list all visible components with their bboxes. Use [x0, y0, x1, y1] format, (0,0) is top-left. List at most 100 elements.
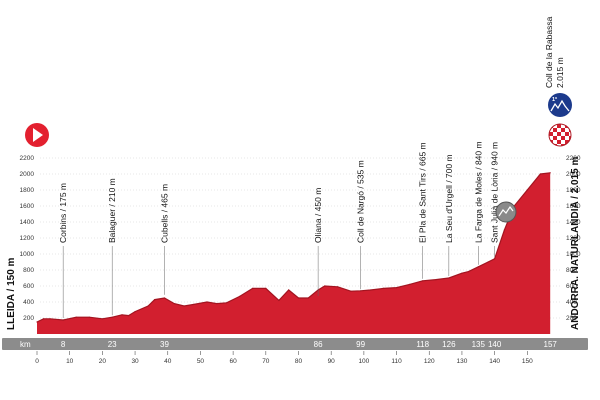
km-tick-label: 120 — [424, 358, 435, 365]
waypoint-km: 39 — [160, 340, 169, 349]
elevation-point — [163, 297, 166, 299]
waypoint-label: Corbins / 175 m — [58, 183, 68, 243]
elevation-point — [216, 303, 218, 305]
elevation-point — [382, 287, 385, 289]
altitude-tick-right: 1400 — [566, 219, 581, 226]
waypoint-label: La Farga de Moles / 840 m — [473, 141, 483, 243]
altitude-tick-right: 1600 — [566, 203, 581, 210]
km-tick-label: 70 — [262, 358, 270, 365]
altitude-tick-left: 200 — [23, 315, 34, 322]
finish-location-label: ANDORRA. NATURLANDIA / 2.015 m — [570, 157, 581, 330]
elevation-point — [111, 316, 113, 318]
elevation-point — [297, 297, 300, 299]
elevation-point — [396, 287, 398, 289]
elevation-area — [37, 172, 551, 334]
elevation-point — [477, 266, 479, 268]
elevation-point — [350, 290, 352, 292]
elevation-point — [62, 319, 64, 321]
checkered-flag-icon — [548, 123, 572, 147]
elevation-point — [494, 258, 496, 260]
waypoint-km-marks: 8 23 39 86 99 118 126 135 140 157 — [61, 340, 557, 349]
elevation-point — [206, 301, 208, 303]
km-tick-label: 100 — [358, 358, 369, 365]
altitude-tick-right: 1200 — [566, 235, 581, 242]
elevation-point — [183, 305, 185, 307]
km-tick-label: 30 — [131, 358, 139, 365]
elevation-point — [503, 229, 505, 231]
waypoint-label: Sant Julià de Lòria / 940 m — [490, 142, 500, 243]
elevation-point — [193, 303, 195, 305]
altitude-tick-left: 2000 — [20, 171, 35, 178]
elevation-point — [409, 283, 411, 285]
summit-altitude: 2.015 m — [555, 57, 565, 88]
altitude-tick-right: 400 — [566, 299, 577, 306]
elevation-point — [422, 280, 424, 282]
km-bar — [2, 338, 588, 350]
start-play-icon — [25, 123, 49, 147]
waypoint-labels: Corbins / 175 m Balaguer / 210 m Cubells /… — [58, 141, 499, 243]
elevation-point — [549, 172, 551, 174]
elevation-point — [337, 286, 339, 288]
waypoint-label: Coll de Nargó / 535 m — [356, 160, 366, 243]
elevation-point — [265, 287, 267, 289]
altitude-tick-left: 1200 — [20, 235, 35, 242]
waypoint-km: 99 — [356, 340, 365, 349]
mountain-category-1-icon: 1ª — [548, 93, 572, 117]
altitude-tick-right: 200 — [566, 315, 577, 322]
altitude-tick-left: 1400 — [20, 219, 35, 226]
altitude-tick-right: 1800 — [566, 187, 581, 194]
km-tick-label: 0 — [35, 358, 39, 365]
elevation-point — [360, 290, 362, 292]
elevation-point — [288, 289, 290, 291]
altitude-tick-right: 800 — [566, 267, 577, 274]
elevation-point — [226, 302, 228, 304]
altitude-tick-left: 400 — [23, 299, 34, 306]
altitude-axis-right: 200 400 600 800 1000 1200 1400 1600 1800 2000 2200 — [566, 155, 581, 322]
altitude-tick-left: 800 — [23, 267, 34, 274]
elevation-point — [42, 318, 45, 320]
elevation-profile-area — [36, 172, 551, 334]
waypoint-label: Oliana / 450 m — [313, 188, 323, 243]
elevation-point — [369, 289, 371, 291]
elevation-point — [173, 303, 175, 305]
waypoint-km: 118 — [416, 340, 429, 349]
elevation-point — [49, 318, 51, 320]
start-location-label: LLEIDA / 150 m — [6, 257, 17, 330]
elevation-point — [127, 315, 130, 317]
elevation-point — [147, 305, 149, 307]
km-tick-label: 80 — [295, 358, 303, 365]
km-tick-label: 50 — [197, 358, 205, 365]
waypoint-label: El Pla de Sant Tirs / 665 m — [418, 142, 428, 243]
elevation-point — [121, 314, 123, 316]
km-tick-label: 60 — [230, 358, 238, 365]
elevation-point — [36, 321, 38, 323]
km-tick-label: 20 — [99, 358, 107, 365]
elevation-point — [539, 173, 542, 175]
elevation-point — [101, 318, 103, 320]
waypoint-km: 135 — [472, 340, 486, 349]
elevation-point — [467, 271, 470, 273]
elevation-point — [252, 287, 254, 289]
waypoint-km: 86 — [314, 340, 323, 349]
altitude-tick-left: 1000 — [20, 251, 35, 258]
sprint-icon — [495, 201, 517, 223]
elevation-point — [75, 316, 77, 318]
elevation-point — [307, 297, 309, 299]
km-tick-label: 90 — [328, 358, 336, 365]
elevation-point — [487, 261, 489, 263]
waypoint-km: 8 — [61, 340, 66, 349]
elevation-point — [154, 299, 156, 301]
elevation-point — [448, 277, 450, 279]
waypoint-label: Cubells / 465 m — [159, 184, 169, 243]
elevation-point — [435, 279, 437, 281]
km-bar-label: km — [20, 340, 31, 349]
altitude-tick-left: 1800 — [20, 187, 35, 194]
altitude-tick-right: 2200 — [566, 155, 581, 162]
mountain-category-label: 1ª — [552, 96, 558, 103]
elevation-point — [134, 311, 136, 313]
waypoint-label: Balaguer / 210 m — [107, 178, 117, 243]
km-tick-label: 40 — [164, 358, 172, 365]
elevation-point — [461, 272, 463, 274]
waypoint-km: 157 — [544, 340, 558, 349]
km-tick-label: 140 — [489, 358, 500, 365]
